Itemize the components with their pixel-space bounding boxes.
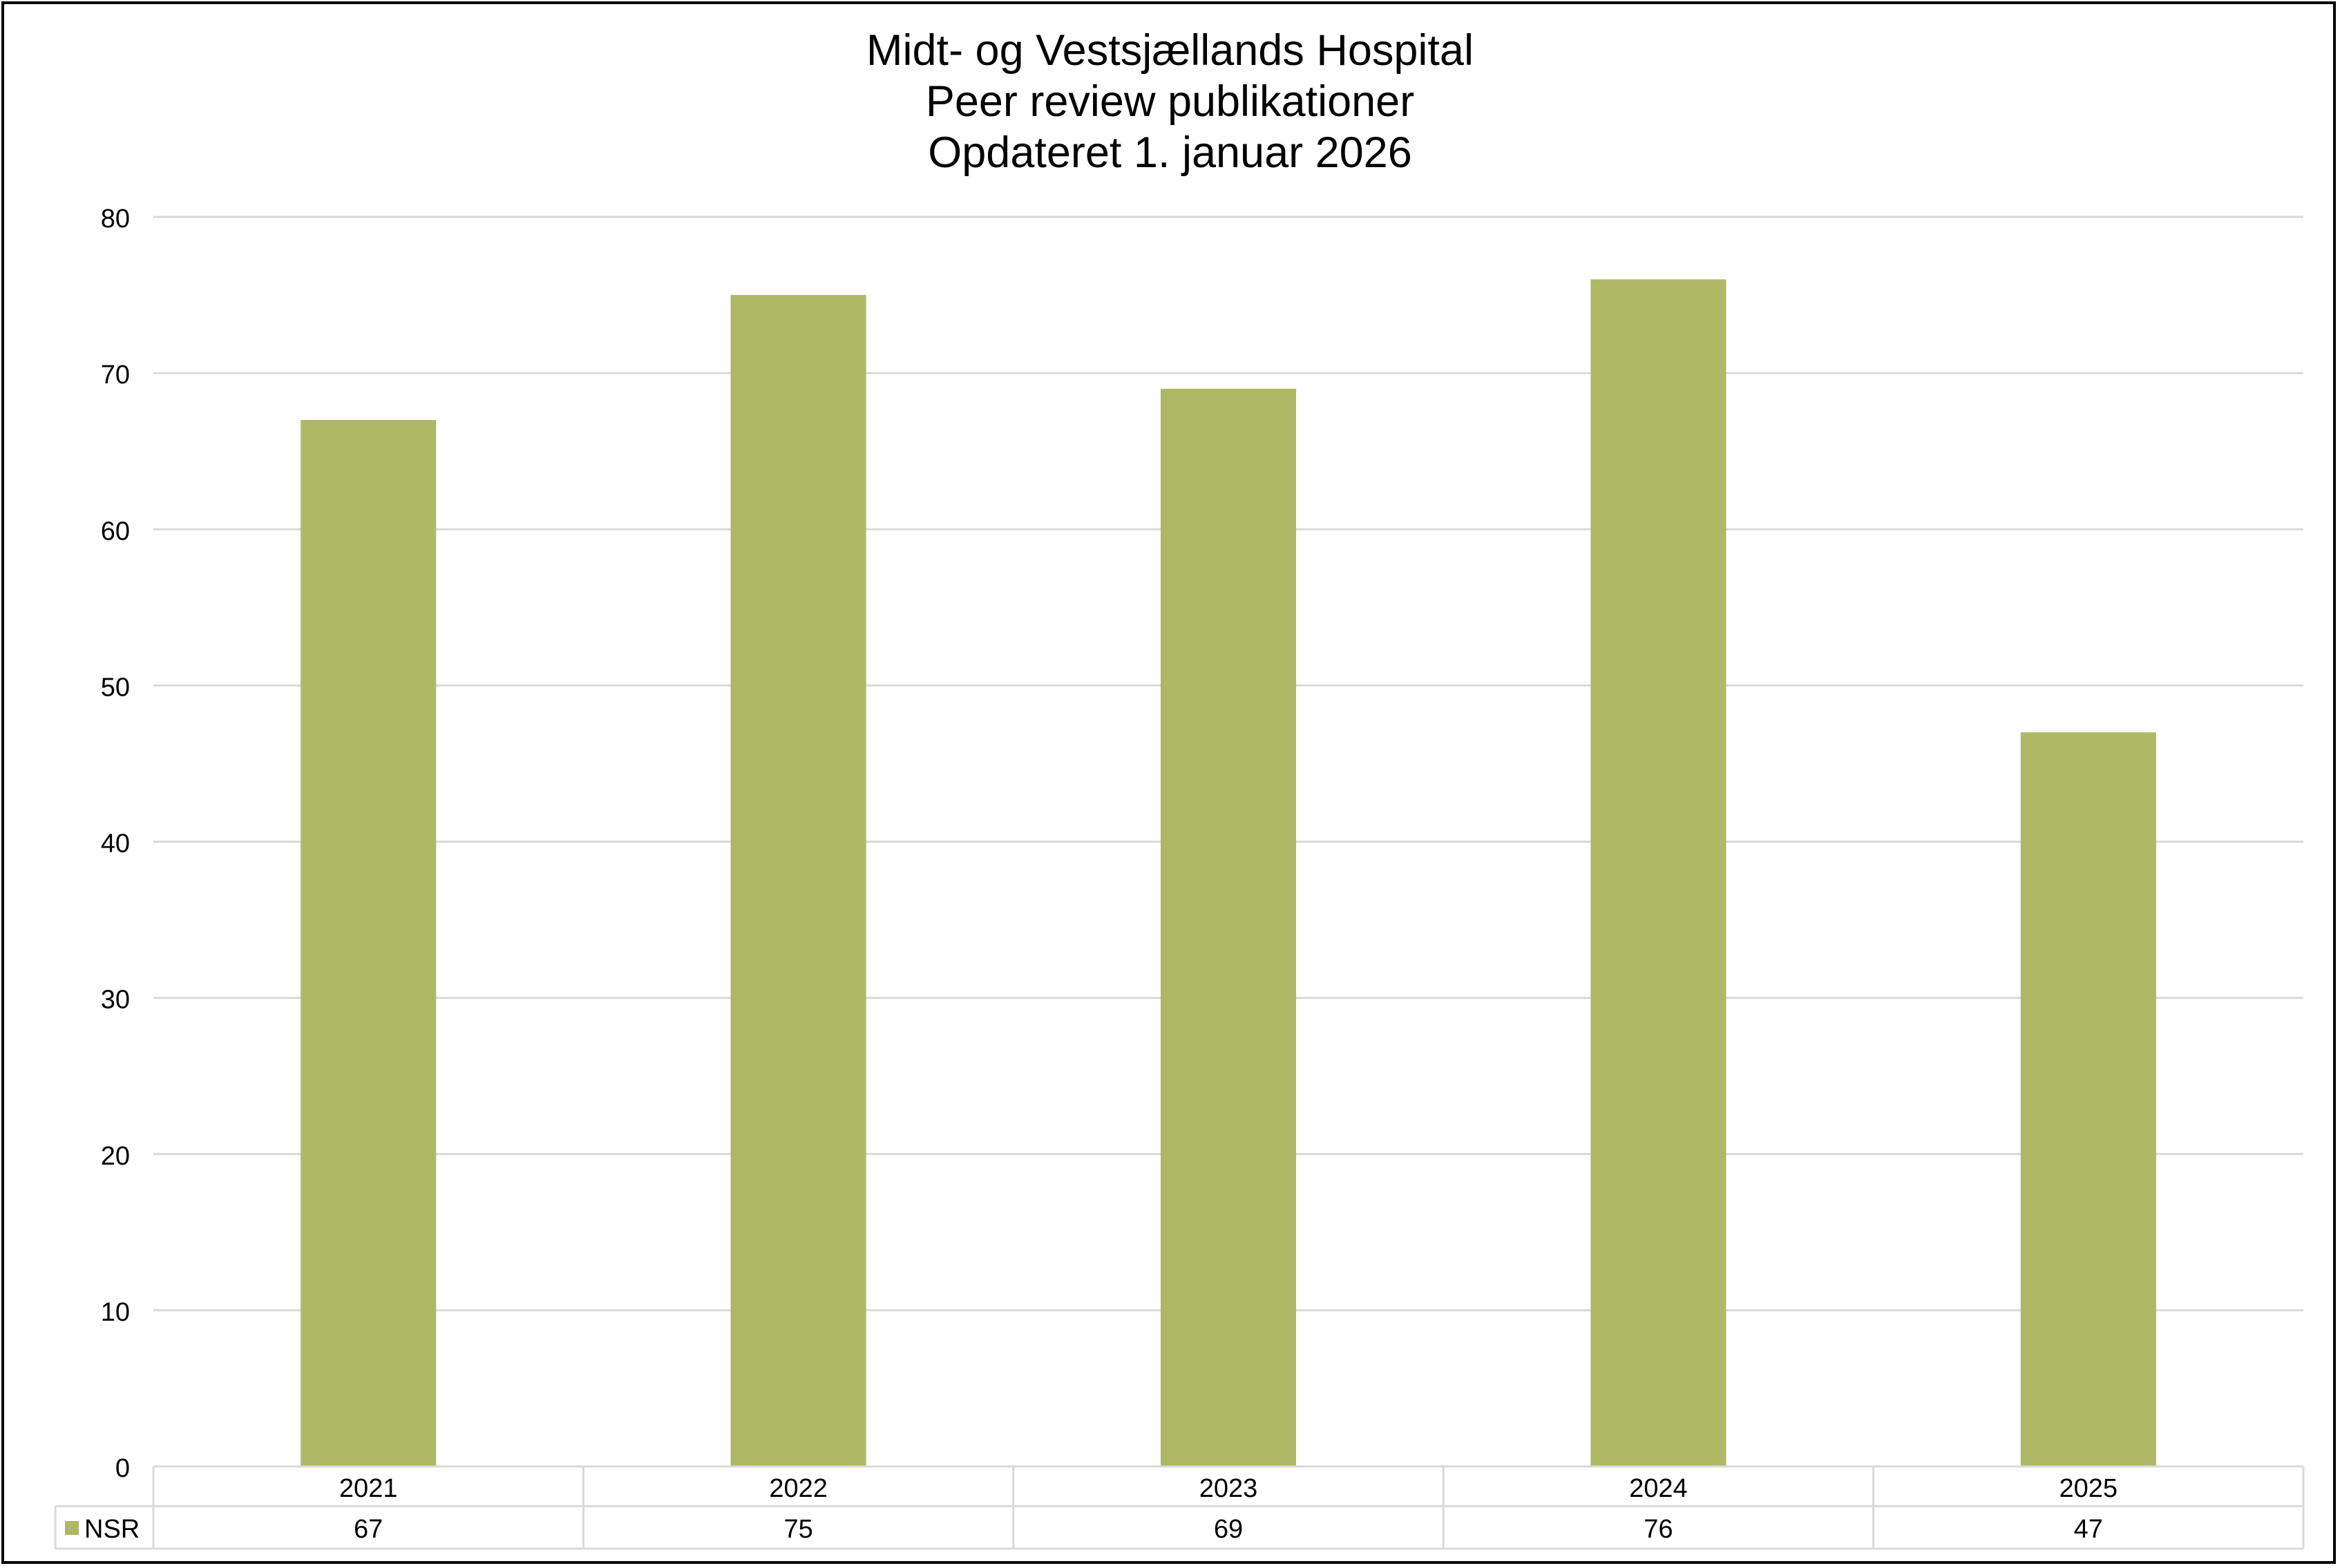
bar-2024: [1590, 279, 1727, 1467]
legend-label-nsr: NSR: [84, 1515, 140, 1544]
legend-swatch-nsr: [65, 1521, 79, 1535]
data-label-2025: 47: [2074, 1515, 2103, 1544]
bar-2023: [1160, 388, 1297, 1466]
category-label-2023: 2023: [1199, 1474, 1258, 1503]
y-tick-label-80: 80: [101, 204, 130, 233]
y-tick-label-70: 70: [101, 361, 130, 390]
category-label-2022: 2022: [769, 1474, 828, 1503]
y-tick-label-40: 40: [101, 830, 130, 859]
y-tick-label-50: 50: [101, 673, 130, 702]
y-tick-label-0: 0: [115, 1454, 130, 1483]
data-label-2024: 76: [1644, 1515, 1673, 1544]
data-label-2022: 75: [783, 1515, 812, 1544]
chart-title-line-3: Opdateret 1. januar 2026: [928, 128, 1412, 177]
data-label-2023: 69: [1214, 1515, 1243, 1544]
chart-title-line-2: Peer review publikationer: [925, 77, 1415, 126]
category-label-2021: 2021: [339, 1474, 398, 1503]
bar-2022: [730, 295, 866, 1466]
y-axis-ticks: 0 10 20 30 40 50 60 70 80: [101, 204, 130, 1483]
y-tick-label-20: 20: [101, 1142, 130, 1171]
bar-2025: [2020, 732, 2156, 1466]
y-tick-label-60: 60: [101, 517, 130, 546]
data-table: 2021 67 2022 75 2023 69 2024 76 2025 47 NSR: [54, 1465, 2305, 1550]
category-label-2024: 2024: [1629, 1474, 1688, 1503]
chart-title-line-1: Midt- og Vestsjællands Hospital: [866, 26, 1474, 75]
chart-title: Midt- og Vestsjællands Hospital Peer rev…: [0, 25, 2340, 178]
bar-2021: [301, 419, 437, 1466]
category-label-2025: 2025: [2060, 1474, 2118, 1503]
data-label-2021: 67: [354, 1515, 383, 1544]
bar-series: [301, 279, 2156, 1467]
y-tick-label-30: 30: [101, 986, 130, 1015]
y-tick-label-10: 10: [101, 1298, 130, 1327]
